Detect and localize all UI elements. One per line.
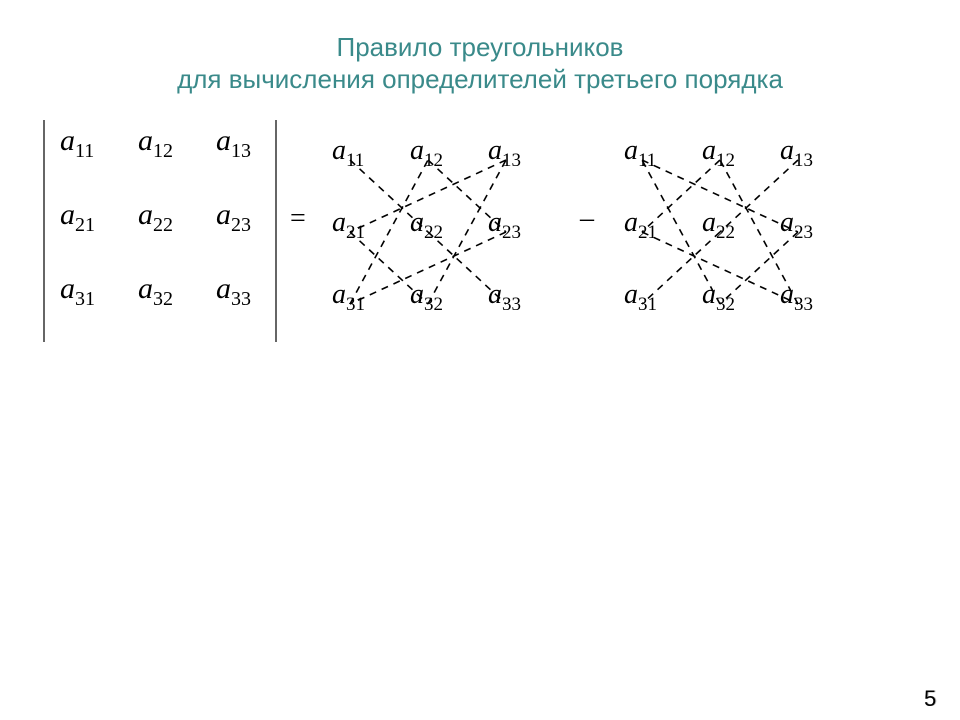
plus-terms-a32: a32	[410, 279, 443, 311]
plus-terms-a13: a13	[488, 135, 521, 167]
title-line-1: Правило треугольников	[0, 32, 960, 63]
plus-terms-a21: a21	[332, 207, 365, 239]
det-a22: a22	[138, 198, 173, 232]
det-a11: a11	[60, 124, 94, 158]
minus-terms-a13: a13	[780, 135, 813, 167]
det-a13: a13	[216, 124, 251, 158]
minus-sign: –	[580, 203, 594, 235]
det-a33: a33	[216, 272, 251, 306]
det-a32: a32	[138, 272, 173, 306]
det-a23: a23	[216, 198, 251, 232]
plus-terms-a11: a11	[332, 135, 364, 167]
minus-terms-a11: a11	[624, 135, 656, 167]
minus-terms-a21: a21	[624, 207, 657, 239]
minus-terms-a22: a22	[702, 207, 735, 239]
plus-terms-a33: a33	[488, 279, 521, 311]
page-number: 5	[924, 686, 936, 712]
title-line-2: для вычисления определителей третьего по…	[0, 64, 960, 95]
minus-terms-a33: a33	[780, 279, 813, 311]
det-a12: a12	[138, 124, 173, 158]
minus-terms-a12: a12	[702, 135, 735, 167]
det-a31: a31	[60, 272, 95, 306]
overlay-svg	[0, 0, 960, 720]
minus-terms-a23: a23	[780, 207, 813, 239]
plus-terms-a12: a12	[410, 135, 443, 167]
minus-terms-a31: a31	[624, 279, 657, 311]
plus-terms-a23: a23	[488, 207, 521, 239]
minus-terms-a32: a32	[702, 279, 735, 311]
plus-terms-a31: a31	[332, 279, 365, 311]
equals-sign: =	[290, 203, 306, 235]
det-a21: a21	[60, 198, 95, 232]
plus-terms-a22: a22	[410, 207, 443, 239]
